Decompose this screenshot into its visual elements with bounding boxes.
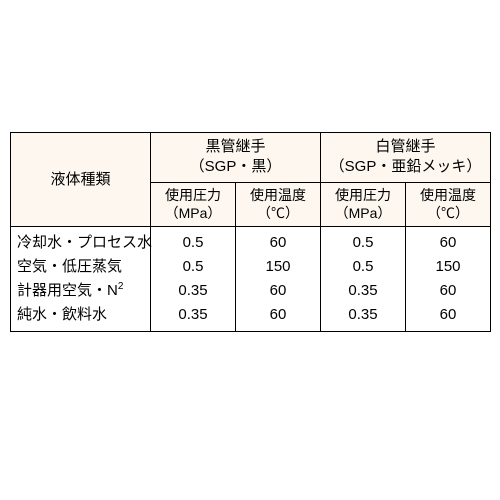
col-white-pressure: 0.5 0.5 0.35 0.35 [321,227,406,332]
group-white-title2: （SGP・亜鉛メッキ） [330,158,482,175]
row-label-2: 計器用空気・N2 [17,282,123,299]
subhead-temp-l2b: （℃） [427,205,469,221]
subhead-black-pressure: 使用圧力 （MPa） [151,182,236,227]
table-body-row: 冷却水・プロセス水 空気・低圧蒸気 計器用空気・N2 純水・飲料水 0.5 0.… [11,227,491,332]
group-black-title1: 黒管継手 [205,138,265,155]
val-wp-0: 0.5 [353,234,374,251]
subhead-temp-l1b: 使用温度 [420,187,476,203]
subhead-pressure-l2: （MPa） [165,205,222,221]
subhead-temp-l1: 使用温度 [250,187,306,203]
subhead-temp-l2: （℃） [257,205,299,221]
liquid-type-header: 液体種類 [11,133,151,227]
val-wt-0: 60 [440,234,457,251]
row-label-3: 純水・飲料水 [17,306,107,323]
row-label-1: 空気・低圧蒸気 [17,258,122,275]
subhead-white-temp: 使用温度 （℃） [406,182,491,227]
group-black-title2: （SGP・黒） [190,158,282,175]
val-bp-3: 0.35 [178,306,207,323]
group-white-header: 白管継手 （SGP・亜鉛メッキ） [321,133,491,183]
val-wt-1: 150 [435,258,460,275]
subhead-pressure-l2b: （MPa） [335,205,392,221]
val-bp-1: 0.5 [183,258,204,275]
subhead-pressure-l1b: 使用圧力 [335,187,391,203]
val-wp-2: 0.35 [348,282,377,299]
col-black-temp: 60 150 60 60 [236,227,321,332]
val-bp-2: 0.35 [178,282,207,299]
header-row-groups: 液体種類 黒管継手 （SGP・黒） 白管継手 （SGP・亜鉛メッキ） [11,133,491,183]
val-bt-3: 60 [270,306,287,323]
subhead-white-pressure: 使用圧力 （MPa） [321,182,406,227]
val-bp-0: 0.5 [183,234,204,251]
val-wp-3: 0.35 [348,306,377,323]
group-white-title1: 白管継手 [375,138,435,155]
val-wt-2: 60 [440,282,457,299]
val-wp-1: 0.5 [353,258,374,275]
val-bt-1: 150 [265,258,290,275]
subhead-pressure-l1: 使用圧力 [165,187,221,203]
row-label-0: 冷却水・プロセス水 [17,234,152,251]
liquid-type-header-label: 液体種類 [50,171,110,188]
col-black-pressure: 0.5 0.5 0.35 0.35 [151,227,236,332]
val-wt-3: 60 [440,306,457,323]
row-labels-cell: 冷却水・プロセス水 空気・低圧蒸気 計器用空気・N2 純水・飲料水 [11,227,151,332]
spec-table: 液体種類 黒管継手 （SGP・黒） 白管継手 （SGP・亜鉛メッキ） 使用圧力 … [10,132,491,332]
group-black-header: 黒管継手 （SGP・黒） [151,133,321,183]
val-bt-0: 60 [270,234,287,251]
subhead-black-temp: 使用温度 （℃） [236,182,321,227]
val-bt-2: 60 [270,282,287,299]
spec-table-container: 液体種類 黒管継手 （SGP・黒） 白管継手 （SGP・亜鉛メッキ） 使用圧力 … [10,132,490,332]
col-white-temp: 60 150 60 60 [406,227,491,332]
